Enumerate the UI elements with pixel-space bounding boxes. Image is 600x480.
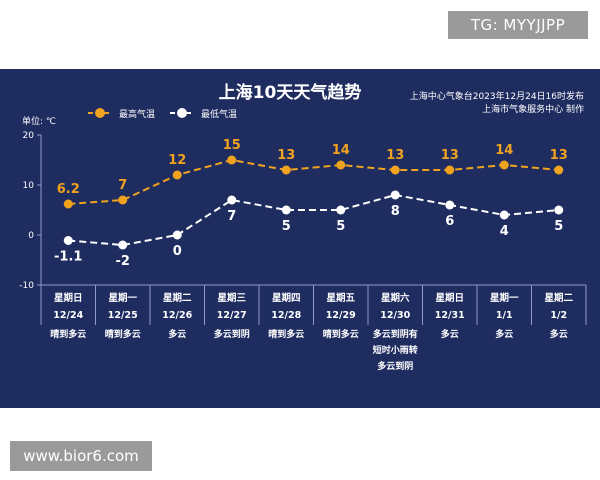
high-temp-point — [118, 195, 128, 205]
x-weather-label: 多云到阴有 — [373, 328, 418, 340]
chart-title: 上海10天天气趋势 — [219, 82, 362, 103]
high-temp-data-label: 12 — [168, 153, 186, 168]
high-temp-point — [554, 165, 564, 175]
x-categories: 星期日 12/24 晴到多云 星期一 12/25 晴到多云 星期二 12/26 多云 星期三 12/… — [50, 292, 573, 372]
high-temp-point — [445, 165, 455, 175]
unit-label: 单位: ℃ — [22, 115, 56, 127]
low-temp-point — [63, 236, 73, 245]
x-weekday-label: 星期一 — [108, 292, 137, 304]
y-tick-label: 0 — [28, 231, 34, 241]
legend-low-marker — [177, 108, 187, 118]
x-date-label: 12/31 — [435, 310, 465, 321]
x-weekday-label: 星期日 — [435, 292, 464, 304]
high-temp-data-label: 7 — [118, 178, 127, 193]
x-weather-label: 晴到多云 — [50, 328, 86, 340]
x-date-label: 12/27 — [217, 310, 247, 321]
high-temp-data-label: 13 — [386, 148, 404, 163]
y-tick-label: 20 — [23, 131, 35, 141]
high-temp-data-label: 13 — [550, 148, 568, 163]
x-weekday-label: 星期二 — [163, 292, 192, 304]
x-date-label: 12/30 — [380, 310, 410, 321]
y-tick-label: -10 — [19, 281, 34, 291]
legend-high-marker — [95, 108, 105, 118]
x-weekday-label: 星期日 — [54, 292, 83, 304]
low-temp-data-label: 5 — [282, 219, 291, 234]
low-temp-line — [68, 193, 559, 247]
x-weekday-label: 星期六 — [381, 292, 410, 304]
high-temp-data-label: 15 — [223, 138, 241, 153]
x-weather-label: 多云 — [495, 328, 513, 340]
low-temp-point — [445, 200, 455, 210]
high-temp-data-label: 13 — [441, 148, 459, 163]
low-temp-point — [118, 240, 128, 250]
low-temp-point — [554, 205, 564, 215]
high-temp-point — [390, 165, 400, 175]
x-date-label: 12/24 — [53, 310, 83, 321]
low-temp-point — [390, 190, 400, 200]
low-temp-data-label: -2 — [116, 254, 130, 269]
y-tick-label: 10 — [23, 181, 35, 191]
x-weekday-label: 星期二 — [544, 292, 573, 304]
low-temp-point — [281, 205, 291, 215]
low-temp-point — [172, 230, 182, 240]
low-temp-data-label: 8 — [391, 204, 400, 219]
x-date-label: 12/29 — [326, 310, 356, 321]
legend: 最高气温 最低气温 — [88, 108, 237, 120]
low-temp-point — [499, 210, 509, 220]
x-weekday-label: 星期五 — [326, 292, 355, 304]
source-line-1: 上海中心气象台2023年12月24日16时发布 — [410, 90, 584, 102]
high-temp-data-label: 13 — [277, 148, 295, 163]
x-date-label: 12/28 — [271, 310, 301, 321]
x-weather-label: 多云 — [168, 328, 186, 340]
legend-low-label: 最低气温 — [201, 108, 237, 120]
low-temp-point — [336, 205, 346, 215]
x-weekday-label: 星期四 — [272, 292, 301, 304]
x-weather-label: 多云 — [550, 328, 568, 340]
low-temp-point — [227, 195, 237, 205]
trend-chart: 上海10天天气趋势 上海中心气象台2023年12月24日16时发布 上海市气象服… — [19, 82, 587, 372]
legend-high-label: 最高气温 — [119, 108, 155, 120]
high-temp-point — [227, 155, 237, 165]
high-temp-data-label: 14 — [332, 143, 350, 158]
x-date-label: 1/2 — [550, 310, 567, 321]
watermark-site: www.bior6.com — [10, 441, 152, 471]
x-weather-label: 晴到多云 — [323, 328, 359, 340]
x-weekday-label: 星期一 — [490, 292, 519, 304]
x-date-label: 12/26 — [162, 310, 192, 321]
low-temp-data-label: 5 — [336, 219, 345, 234]
high-temp-line — [68, 158, 559, 205]
x-weekday-label: 星期三 — [217, 292, 246, 304]
x-weather-label: 晴到多云 — [105, 328, 141, 340]
x-weather-label: 晴到多云 — [268, 328, 304, 340]
x-weather-label: 多云到阴 — [377, 360, 413, 372]
x-weather-label: 短时小雨转 — [373, 344, 418, 356]
low-temp-data-label: 0 — [173, 244, 182, 259]
x-weather-label: 多云到阴 — [214, 328, 250, 340]
low-temp-data-label: 7 — [227, 209, 236, 224]
watermark-tg: TG: MYYJJPP — [448, 11, 588, 39]
weather-trend-panel: 上海10天天气趋势 上海中心气象台2023年12月24日16时发布 上海市气象服… — [0, 69, 600, 408]
source-line-2: 上海市气象服务中心 制作 — [482, 103, 584, 115]
low-temp-data-label: 6 — [445, 214, 454, 229]
high-temp-point — [172, 170, 182, 180]
chart-marks: 6.2 7 12 15 13 14 13 13 14 13 -1.1 -2 0 7 5 5 8 6 4 5 — [54, 138, 568, 269]
high-temp-data-label: 6.2 — [57, 182, 80, 197]
x-weather-label: 多云 — [441, 328, 459, 340]
x-date-label: 1/1 — [496, 310, 513, 321]
high-temp-point — [63, 199, 73, 209]
axes: -10 0 10 20 — [19, 131, 587, 325]
low-temp-data-label: 5 — [554, 219, 563, 234]
high-temp-point — [499, 160, 509, 170]
high-temp-data-label: 14 — [495, 143, 513, 158]
x-date-label: 12/25 — [108, 310, 138, 321]
low-temp-data-label: 4 — [500, 224, 509, 239]
low-temp-data-label: -1.1 — [54, 250, 82, 265]
high-temp-point — [336, 160, 346, 170]
high-temp-point — [281, 165, 291, 175]
